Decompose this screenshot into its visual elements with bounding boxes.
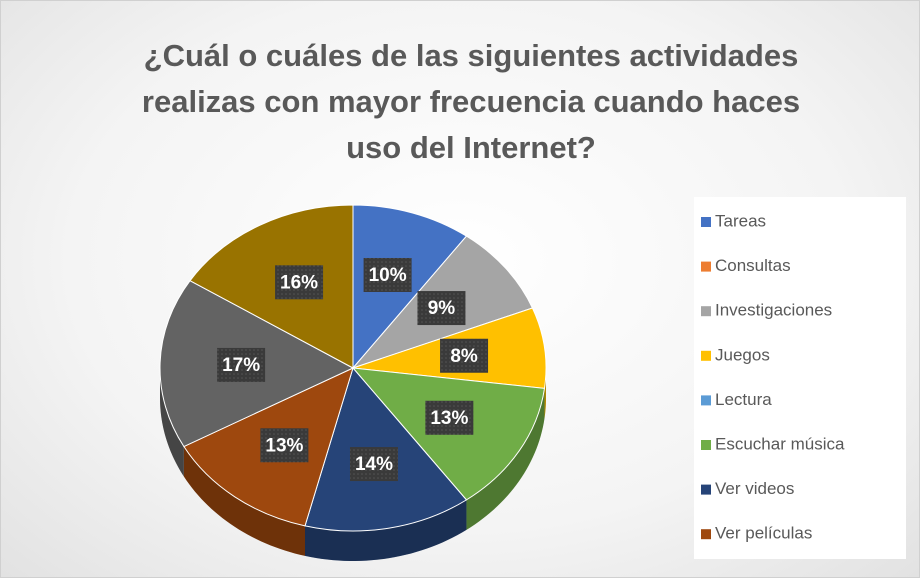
pie-side	[466, 388, 545, 530]
legend-swatch	[701, 350, 711, 361]
data-label: 10%	[369, 265, 407, 286]
legend-label: Escuchar música	[715, 434, 845, 453]
legend-box	[694, 197, 906, 559]
legend-swatch	[701, 484, 711, 495]
pie-side	[183, 446, 306, 556]
legend-swatch	[701, 395, 711, 406]
chart-title: ¿Cuál o cuáles de las siguientes activid…	[141, 38, 801, 165]
data-label-box	[425, 400, 474, 435]
pie-slice	[189, 204, 354, 369]
pie-side-shade	[305, 499, 467, 561]
data-label: 8%	[450, 346, 478, 367]
data-label-box	[260, 428, 309, 463]
pie-side-shade	[160, 368, 184, 477]
pie-side-shade	[466, 388, 545, 530]
legend-swatch	[701, 529, 711, 540]
data-label: 16%	[280, 272, 318, 293]
legend-label: Investigaciones	[715, 301, 832, 320]
data-label-box	[349, 447, 398, 482]
legend-label: Ver videos	[715, 479, 794, 498]
data-label: 17%	[222, 355, 260, 376]
pie-side	[305, 499, 467, 561]
legend-label: Ver películas	[715, 524, 812, 543]
legend-swatch	[701, 306, 711, 317]
data-label-box	[363, 257, 412, 292]
legend-swatch	[701, 217, 711, 227]
pie-side-shade	[183, 446, 306, 556]
data-label: 13%	[265, 435, 303, 456]
legend-swatch	[701, 261, 711, 272]
data-label: 9%	[428, 298, 456, 319]
data-label-box	[217, 347, 266, 382]
legend-label: Juegos	[715, 345, 770, 364]
legend-label: Lectura	[715, 390, 772, 409]
data-label: 13%	[430, 408, 468, 429]
data-label: 14%	[355, 454, 393, 475]
legend-swatch	[701, 440, 711, 450]
legend-label: Consultas	[715, 256, 791, 275]
pie-side	[160, 368, 184, 477]
legend-label: Tareas	[715, 211, 766, 230]
data-label-box	[275, 265, 324, 300]
data-label-box	[417, 291, 466, 326]
data-label-box	[440, 338, 489, 373]
